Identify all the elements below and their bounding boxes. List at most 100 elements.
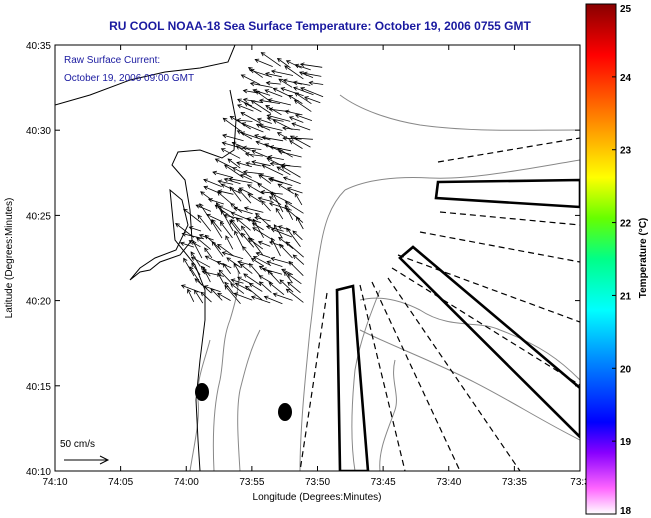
current-vector <box>197 214 212 232</box>
current-vector <box>220 148 241 159</box>
current-vector <box>251 149 273 160</box>
current-vector <box>192 240 203 259</box>
current-vector <box>261 164 284 176</box>
current-vector <box>231 141 251 151</box>
colorbar-label: Temperature (°C) <box>638 218 649 299</box>
current-vector <box>175 222 195 238</box>
current-vector <box>243 102 262 113</box>
current-vector <box>254 215 271 222</box>
current-vector <box>190 256 211 268</box>
x-tick-label: 74:10 <box>42 477 67 488</box>
current-vector <box>183 208 202 223</box>
current-vector <box>200 291 212 303</box>
current-vector <box>294 63 311 71</box>
current-vector <box>255 123 271 131</box>
current-vector <box>218 269 232 284</box>
current-vector <box>222 262 232 274</box>
current-vector <box>230 203 243 213</box>
current-vector <box>250 295 271 304</box>
current-vector <box>245 161 262 167</box>
y-tick-label: 40:15 <box>26 382 51 393</box>
current-vector <box>287 273 302 285</box>
current-vector <box>240 112 262 125</box>
current-vector <box>308 80 324 86</box>
x-tick-label: 74:05 <box>108 477 133 488</box>
current-vector <box>233 292 253 301</box>
current-vector <box>293 99 312 112</box>
station-marker <box>278 403 292 421</box>
current-vector <box>265 80 281 86</box>
current-vector <box>233 206 253 215</box>
current-vector <box>278 243 293 259</box>
current-vector <box>293 86 314 96</box>
current-vector <box>269 177 293 186</box>
current-vector <box>281 268 294 276</box>
current-vector <box>258 174 272 184</box>
colorbar-tick-label: 19 <box>620 437 632 448</box>
colorbar <box>585 3 617 515</box>
current-vector <box>277 225 291 231</box>
current-vector <box>280 163 302 168</box>
current-vector <box>221 141 244 150</box>
y-tick-label: 40:20 <box>26 297 51 308</box>
current-vector <box>271 237 281 257</box>
current-vector <box>229 186 242 202</box>
current-vector <box>258 265 274 275</box>
current-vector <box>260 52 281 67</box>
current-vector <box>285 60 302 69</box>
current-vector <box>267 270 281 285</box>
current-vector <box>270 69 294 76</box>
current-vector <box>273 224 283 238</box>
current-vector <box>272 119 293 130</box>
current-vector <box>242 245 252 258</box>
current-vector <box>187 288 195 302</box>
current-vector <box>225 235 234 250</box>
current-vector <box>258 275 272 284</box>
current-vector <box>267 155 284 160</box>
current-vector <box>198 233 214 241</box>
current-vector <box>230 211 254 222</box>
current-vector <box>242 145 262 151</box>
current-vector <box>288 116 304 123</box>
current-vector <box>299 62 323 68</box>
current-vector <box>284 109 303 116</box>
scale-label: 50 cm/s <box>60 439 95 450</box>
current-vector <box>212 170 234 178</box>
current-vector <box>210 219 223 239</box>
current-vector <box>289 135 311 148</box>
current-vector <box>244 285 263 301</box>
current-vector <box>210 288 223 301</box>
current-vector <box>232 167 252 178</box>
current-vector <box>263 295 283 305</box>
plot-frame <box>54 44 581 472</box>
current-vector <box>268 196 282 206</box>
current-vector <box>236 130 253 140</box>
current-vector <box>288 260 304 276</box>
current-vector <box>240 232 255 248</box>
current-vector <box>294 92 312 105</box>
current-vector <box>255 140 272 148</box>
current-vector <box>278 78 293 88</box>
y-tick-label: 40:35 <box>26 41 51 52</box>
current-vector <box>183 257 195 277</box>
bathymetry-contours <box>189 94 580 471</box>
current-vector <box>261 135 284 142</box>
current-vector <box>282 126 301 131</box>
y-axis-label: Latitude (Degrees:Minutes) <box>4 198 15 319</box>
current-vector <box>292 254 305 265</box>
current-vector <box>284 271 293 284</box>
current-vector <box>239 263 253 274</box>
current-vector <box>272 292 293 301</box>
current-vector <box>251 160 271 167</box>
x-tick-label: 73:40 <box>436 477 461 488</box>
current-vector <box>287 281 301 294</box>
current-vector <box>241 225 251 239</box>
current-vector <box>264 71 282 78</box>
current-vector <box>194 278 212 294</box>
current-vector <box>294 192 303 206</box>
x-tick-label: 73:55 <box>239 477 264 488</box>
current-vector <box>296 216 304 230</box>
current-vector <box>285 288 304 303</box>
current-vector <box>206 213 224 223</box>
current-vector <box>261 267 283 275</box>
